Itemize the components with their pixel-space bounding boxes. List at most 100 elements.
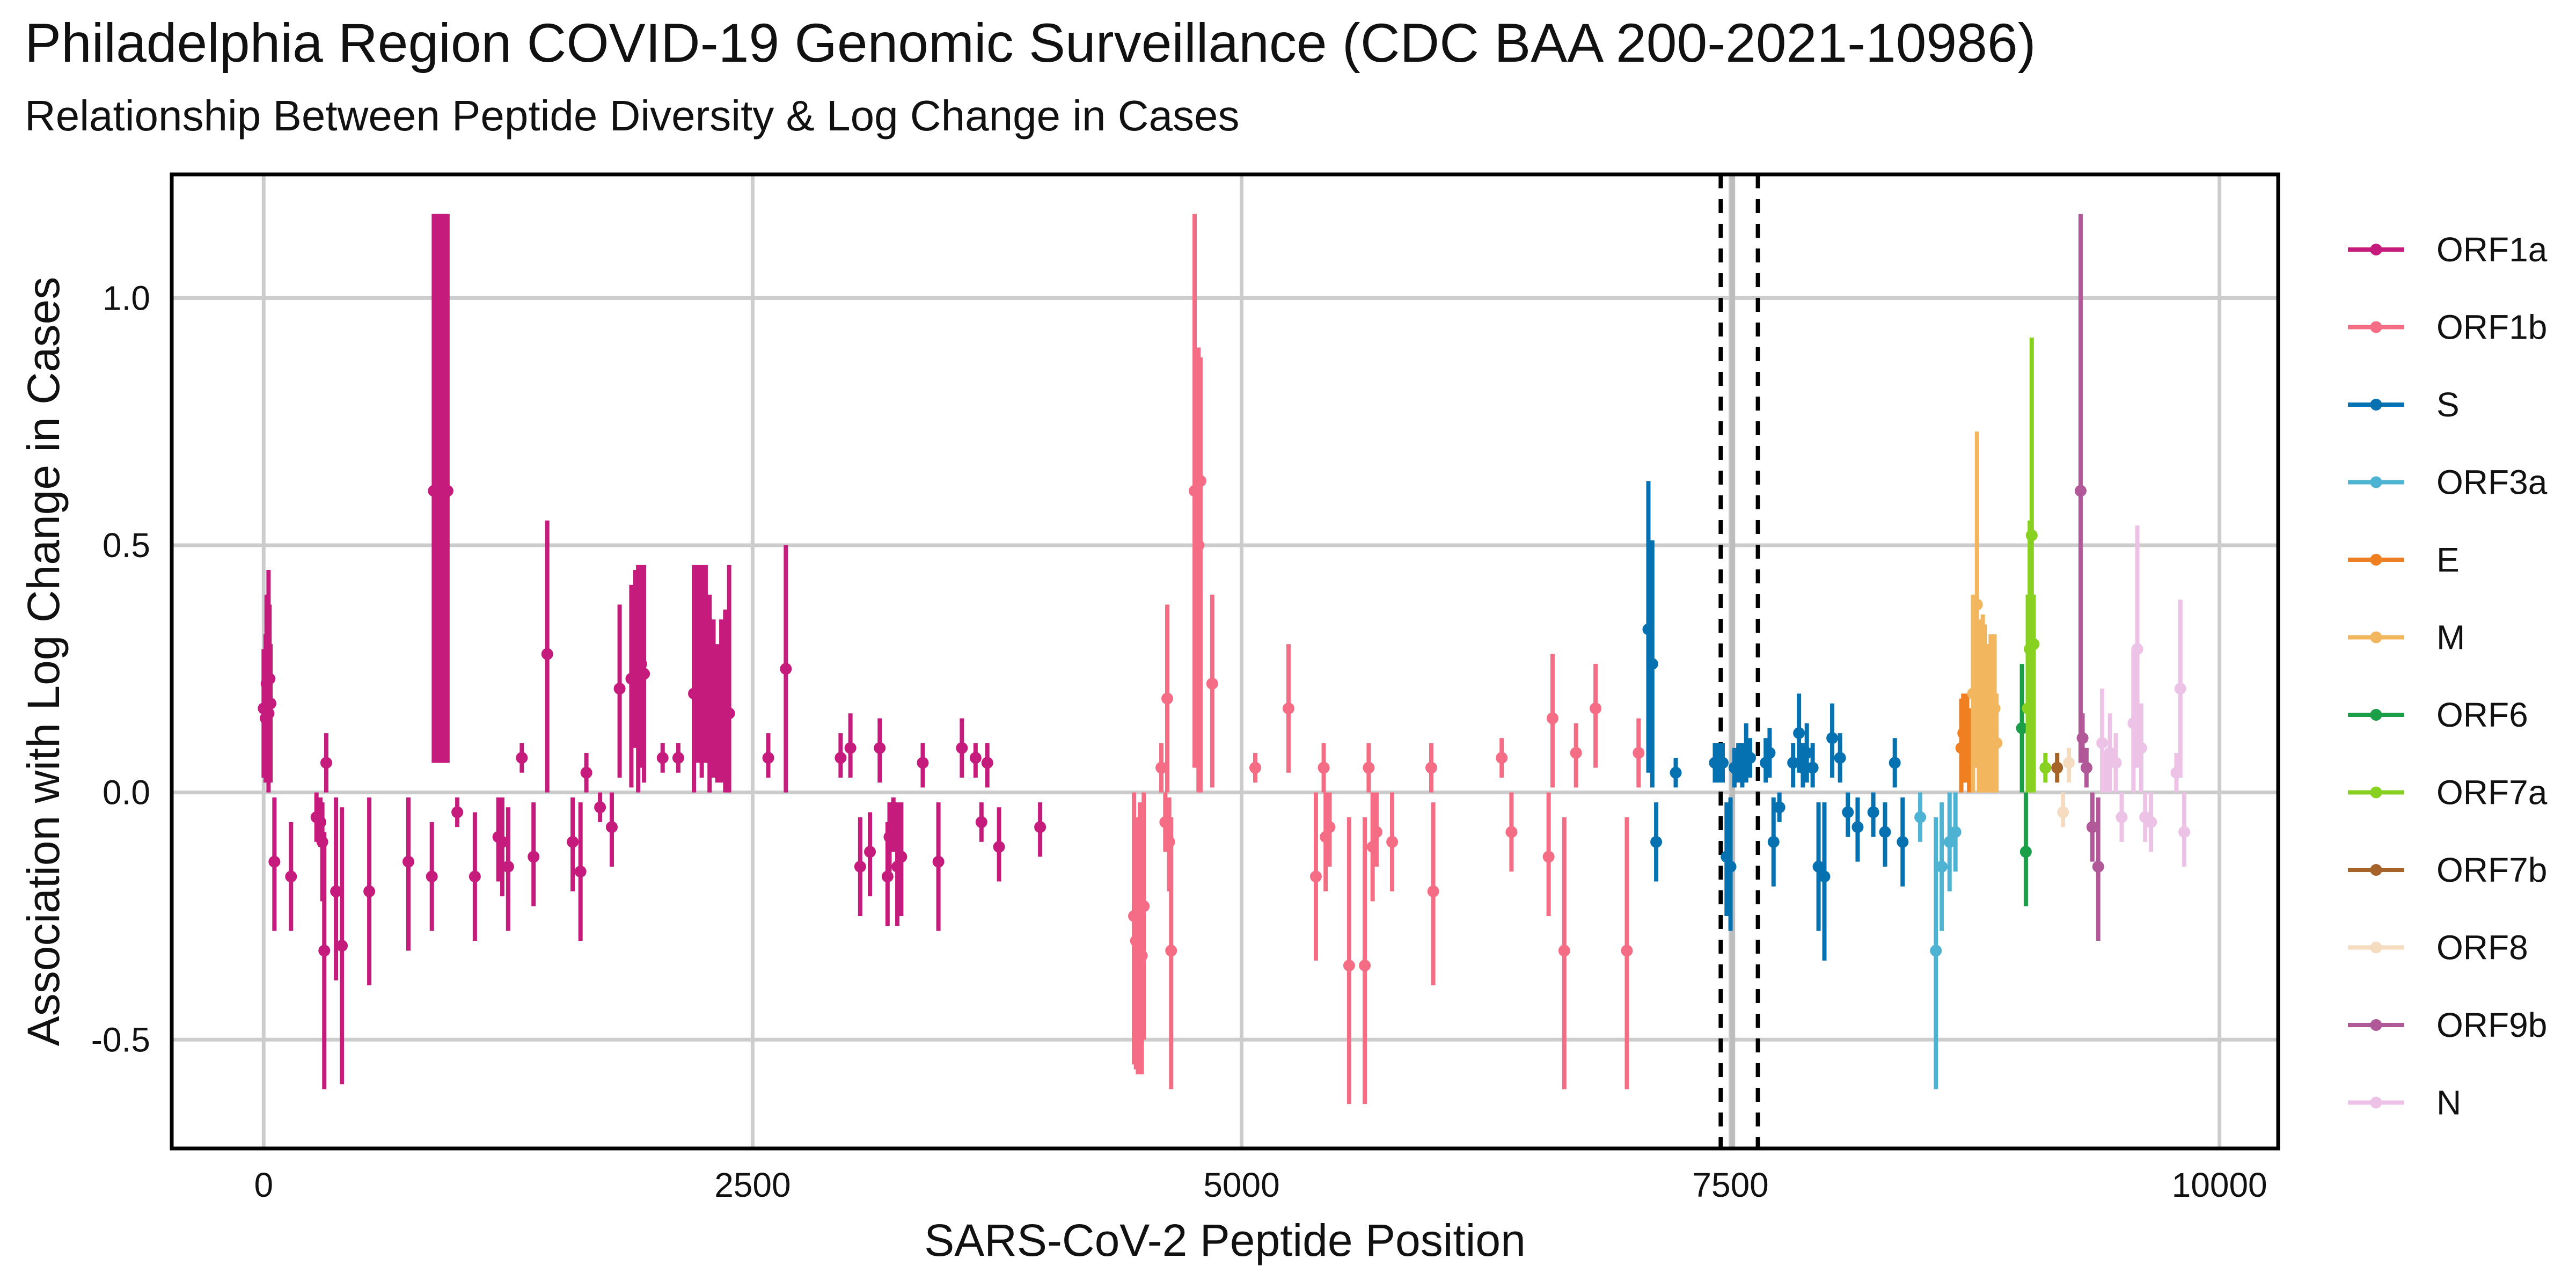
data-point xyxy=(1773,801,1785,814)
legend: ORF1a ORF1b S ORF3a EM ORF6 ORF7a ORF7b ORF8 ORF9… xyxy=(2348,230,2548,1122)
data-point xyxy=(1936,860,1948,873)
data-point xyxy=(1590,702,1602,715)
data-point xyxy=(541,648,553,660)
data-point xyxy=(2039,762,2052,774)
data-point xyxy=(1161,692,1173,705)
data-point xyxy=(1897,836,1909,848)
x-axis-label: SARS-CoV-2 Peptide Position xyxy=(924,1215,1526,1265)
data-point xyxy=(1787,757,1799,769)
data-point xyxy=(1930,945,1942,957)
data-point xyxy=(2063,757,2075,769)
data-point xyxy=(1558,945,1570,957)
data-point xyxy=(981,757,993,769)
legend-item-orf8: ORF8 xyxy=(2348,928,2528,967)
data-point xyxy=(2080,762,2092,774)
legend-item-orf6: ORF6 xyxy=(2348,696,2528,734)
data-point xyxy=(2051,762,2063,774)
legend-label: ORF1b xyxy=(2436,308,2547,347)
legend-item-m: M xyxy=(2348,618,2465,657)
legend-swatch-dot xyxy=(2370,1096,2382,1109)
data-point xyxy=(320,757,332,769)
data-point xyxy=(580,766,592,779)
data-point xyxy=(605,821,618,833)
legend-item-orf3a: ORF3a xyxy=(2348,463,2548,502)
legend-item-n: N xyxy=(2348,1084,2461,1122)
data-point xyxy=(1646,658,1658,670)
series-orf8 xyxy=(2057,748,2075,828)
series-e xyxy=(1955,693,1975,793)
data-point xyxy=(1744,752,1757,764)
data-point xyxy=(1386,836,1399,848)
legend-label: E xyxy=(2436,540,2460,579)
data-point xyxy=(1343,960,1355,972)
data-point xyxy=(1633,747,1645,759)
legend-label: ORF7a xyxy=(2436,773,2548,812)
data-point xyxy=(1990,737,2003,749)
data-point xyxy=(1496,752,1508,764)
data-point xyxy=(1826,732,1839,744)
data-point xyxy=(975,816,987,828)
data-point xyxy=(336,940,348,952)
legend-label: S xyxy=(2436,385,2460,424)
data-point xyxy=(1801,747,1813,759)
axis-ticks: 0 2500 5000 7500 10000 -0.5 0.0 0.5 1.0 xyxy=(91,279,2267,1204)
data-point xyxy=(1763,747,1776,759)
data-point xyxy=(1363,762,1375,774)
series-orf7b xyxy=(2051,752,2063,783)
data-point xyxy=(1323,821,1336,833)
series-orf7a xyxy=(2022,338,2052,793)
data-point xyxy=(1427,885,1439,897)
x-tick-label: 0 xyxy=(254,1166,273,1204)
data-point xyxy=(2145,816,2157,828)
plot-frame xyxy=(170,172,2280,1151)
data-point xyxy=(363,885,376,897)
grid xyxy=(172,174,2278,1148)
data-point xyxy=(469,870,481,883)
data-point xyxy=(426,870,438,883)
chart-subtitle: Relationship Between Peptide Diversity &… xyxy=(25,92,1240,140)
legend-swatch-dot xyxy=(2370,709,2382,721)
data-point xyxy=(2019,846,2032,858)
data-point xyxy=(1194,475,1206,487)
data-point xyxy=(2092,860,2104,873)
y-tick-label: 0.5 xyxy=(103,526,150,565)
data-point xyxy=(2174,683,2186,695)
data-point xyxy=(2135,742,2147,754)
series-orf9b xyxy=(2074,214,2104,941)
data-point xyxy=(594,801,606,814)
data-point xyxy=(1359,960,1371,972)
series-orf1b xyxy=(1128,214,1645,1104)
data-point xyxy=(993,840,1005,853)
data-layer xyxy=(258,214,2191,1104)
data-point xyxy=(2104,747,2116,759)
data-point xyxy=(1155,762,1168,774)
data-point xyxy=(1724,860,1737,873)
data-point xyxy=(2016,722,2028,734)
data-point xyxy=(330,885,342,897)
x-tick-label: 7500 xyxy=(1692,1166,1768,1204)
data-point xyxy=(2116,811,2128,823)
legend-item-orf9b: ORF9b xyxy=(2348,1006,2547,1044)
data-point xyxy=(402,855,414,868)
data-point xyxy=(567,836,579,848)
data-point xyxy=(2025,529,2038,541)
data-point xyxy=(441,485,453,497)
data-point xyxy=(574,866,587,878)
data-point xyxy=(780,663,792,675)
data-point xyxy=(1318,762,1330,774)
data-point xyxy=(1793,727,1805,740)
data-point xyxy=(835,752,847,764)
data-point xyxy=(1249,762,1261,774)
data-point xyxy=(613,683,626,695)
series-s xyxy=(1642,481,1909,961)
data-point xyxy=(1542,851,1555,863)
y-axis-label: Association with Log Change in Cases xyxy=(18,277,69,1046)
data-point xyxy=(917,757,929,769)
data-point xyxy=(2028,638,2040,650)
legend-swatch-dot xyxy=(2370,864,2382,876)
data-point xyxy=(1282,702,1294,715)
data-point xyxy=(723,707,735,720)
x-tick-label: 2500 xyxy=(714,1166,791,1204)
legend-swatch-dot xyxy=(2370,399,2382,411)
data-point xyxy=(874,742,886,754)
